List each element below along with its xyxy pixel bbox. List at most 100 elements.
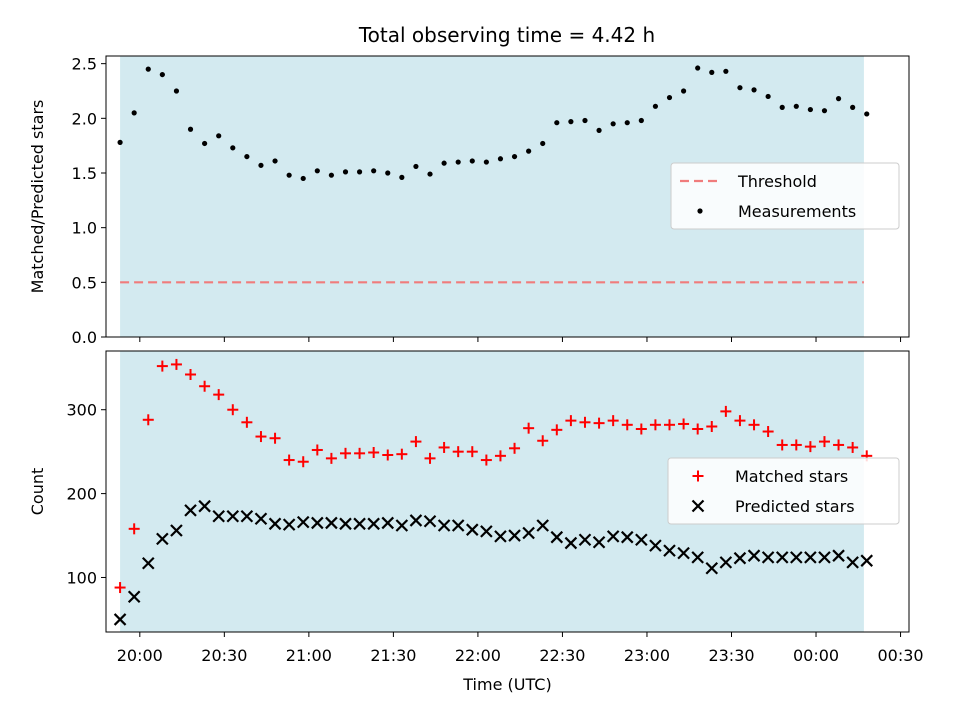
predicted-star-point	[127, 590, 141, 604]
predicted-star-point	[325, 516, 338, 530]
predicted-star-point	[508, 529, 521, 542]
predicted-star-point	[113, 613, 127, 626]
matched-star-point	[537, 435, 549, 447]
matched-star-point	[410, 436, 422, 448]
predicted-star-point	[212, 509, 225, 523]
measurement-point	[793, 103, 799, 109]
matched-star-point	[396, 448, 408, 460]
bottom-legend: Matched stars Predicted stars	[667, 457, 900, 525]
measurements-series	[117, 65, 870, 182]
matched-star-point	[438, 441, 450, 453]
matched-star-point	[339, 447, 351, 459]
legend-predicted-swatch	[691, 499, 705, 513]
matched-star-point	[790, 439, 802, 451]
matched-star-point	[255, 431, 267, 443]
measurement-point	[441, 160, 447, 166]
legend-threshold-label: Threshold	[737, 172, 817, 191]
predicted-stars-series	[113, 499, 874, 626]
top-legend-box	[670, 162, 900, 230]
matched-star-point	[354, 447, 366, 459]
legend-predicted-label: Predicted stars	[735, 497, 855, 516]
measurement-point	[695, 65, 701, 71]
measurement-point	[554, 120, 560, 126]
matched-star-point	[818, 436, 830, 448]
predicted-star-point	[846, 556, 859, 569]
matched-star-point	[579, 416, 591, 428]
matched-star-point	[114, 582, 126, 594]
matched-star-point	[678, 418, 690, 430]
measurement-point	[610, 121, 616, 127]
matched-star-point	[607, 415, 619, 427]
predicted-star-point	[311, 516, 324, 530]
matched-star-point	[804, 441, 816, 453]
y-tick-label: 1.0	[72, 219, 97, 238]
predicted-star-point	[170, 524, 183, 537]
matched-star-point	[593, 417, 605, 429]
matched-star-point	[720, 405, 732, 417]
measurement-point	[540, 140, 546, 147]
measurement-point	[526, 148, 532, 154]
top-y-axis-label: Matched/Predicted stars	[28, 100, 47, 294]
x-axis-label: Time (UTC)	[462, 675, 551, 694]
predicted-star-point	[663, 544, 676, 557]
legend-measurements-label: Measurements	[738, 202, 856, 221]
matched-star-point	[692, 423, 704, 435]
matched-star-point	[382, 449, 394, 461]
y-tick-label: 200	[66, 485, 97, 504]
matched-star-point	[762, 426, 774, 438]
matched-star-point	[776, 439, 788, 451]
predicted-star-point	[254, 512, 268, 526]
matched-star-point	[621, 419, 633, 431]
measurement-point	[300, 175, 306, 182]
measurement-point	[413, 163, 419, 170]
legend-x-marker	[691, 499, 705, 513]
matched-star-point	[706, 420, 718, 432]
measurement-point	[356, 169, 363, 175]
matched-star-point	[156, 360, 168, 372]
predicted-star-point	[437, 519, 451, 532]
measurement-point	[173, 88, 180, 94]
measurement-point	[314, 168, 320, 174]
predicted-star-point	[395, 519, 409, 532]
matched-star-point	[734, 415, 746, 427]
predicted-star-point	[691, 551, 704, 564]
y-tick-label: 0.5	[72, 273, 97, 292]
legend-matched-label: Matched stars	[735, 467, 848, 486]
chart-title: Total observing time = 4.42 h	[358, 23, 655, 47]
matched-star-point	[227, 404, 239, 416]
predicted-star-point	[747, 549, 761, 562]
predicted-star-point	[339, 517, 352, 531]
matched-star-point	[466, 446, 478, 458]
matched-star-point	[199, 380, 211, 392]
measurement-point	[469, 158, 475, 164]
predicted-star-point	[198, 499, 211, 513]
measurement-point	[131, 110, 137, 116]
predicted-star-point	[804, 551, 817, 564]
bottom-legend-box	[667, 457, 900, 525]
legend-matched-swatch	[692, 470, 704, 482]
predicted-star-point	[240, 509, 254, 523]
predicted-star-point	[775, 551, 789, 564]
matched-star-point	[269, 432, 281, 444]
matched-star-point	[185, 368, 197, 380]
measurement-point	[216, 133, 222, 139]
matched-star-point	[480, 454, 492, 466]
matched-star-point	[565, 415, 577, 427]
x-tick-label: 00:30	[877, 646, 923, 665]
measurement-point	[385, 170, 391, 176]
top-panel: 0.0 0.5 1.0 1.5 2.0 2.5 Matched/Predicted sta…	[28, 55, 910, 347]
predicted-star-point	[268, 517, 282, 531]
measurement-point	[582, 117, 588, 124]
measurement-point	[145, 66, 151, 72]
predicted-star-point	[620, 530, 634, 544]
bottom-panel: 100 200 300 20:00 20:30 21:00 21:30 22:00 22:30…	[28, 350, 924, 694]
matched-star-point	[494, 450, 506, 462]
predicted-star-point	[226, 509, 240, 523]
measurement-point	[399, 174, 405, 180]
predicted-star-point	[367, 517, 380, 531]
predicted-star-point	[466, 523, 479, 536]
matched-star-point	[452, 446, 464, 458]
predicted-star-point	[578, 533, 592, 547]
matched-star-point	[551, 424, 563, 436]
measurement-point	[497, 156, 504, 162]
